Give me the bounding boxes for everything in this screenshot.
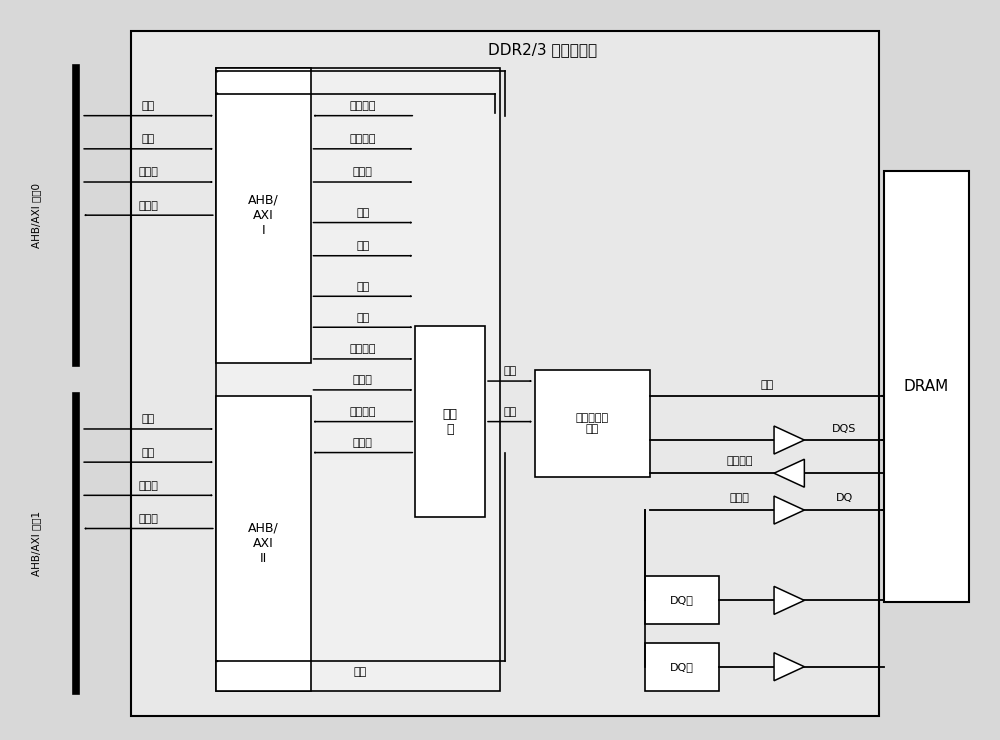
Text: DQ偶: DQ偶 <box>670 596 694 605</box>
Text: 读数据: 读数据 <box>139 481 158 491</box>
Text: 地址: 地址 <box>356 313 370 323</box>
Text: 写数据: 写数据 <box>139 514 158 524</box>
Text: 数据忽略: 数据忽略 <box>350 134 376 144</box>
Polygon shape <box>774 653 804 681</box>
Text: 地址: 地址 <box>503 407 517 417</box>
Text: 核心存储控
制器: 核心存储控 制器 <box>576 413 609 434</box>
Text: 地址: 地址 <box>142 448 155 457</box>
Bar <box>645 576 719 625</box>
Text: 地址: 地址 <box>142 134 155 144</box>
Text: 读数据: 读数据 <box>139 201 158 211</box>
Text: AHB/AXI 总线1: AHB/AXI 总线1 <box>31 511 41 576</box>
Text: AHB/
AXI
I: AHB/ AXI I <box>248 194 279 237</box>
Text: 地址: 地址 <box>356 241 370 251</box>
Text: 写数据: 写数据 <box>729 494 749 503</box>
Text: 命令: 命令 <box>356 282 370 292</box>
Text: 命令: 命令 <box>760 380 773 390</box>
Text: DQ: DQ <box>835 494 853 503</box>
Text: 读数据: 读数据 <box>353 438 373 448</box>
Bar <box>216 68 311 363</box>
Text: 地址: 地址 <box>354 667 367 677</box>
Bar <box>535 370 650 477</box>
Text: 命令: 命令 <box>142 101 155 111</box>
Text: 命令: 命令 <box>503 366 517 377</box>
Polygon shape <box>774 426 804 454</box>
Polygon shape <box>774 496 804 524</box>
Text: 写数据: 写数据 <box>353 375 373 386</box>
Bar <box>216 68 500 690</box>
Text: 数据选通: 数据选通 <box>350 101 376 111</box>
Text: DRAM: DRAM <box>904 379 949 394</box>
Text: AHB/
AXI
II: AHB/ AXI II <box>248 522 279 565</box>
Text: 仲裁
器: 仲裁 器 <box>443 408 458 436</box>
Bar <box>131 31 879 716</box>
Text: DQ奇: DQ奇 <box>670 662 694 672</box>
Text: 数据选通: 数据选通 <box>726 457 753 466</box>
Bar <box>645 643 719 690</box>
Text: DDR2/3 存储控制器: DDR2/3 存储控制器 <box>488 41 597 57</box>
Polygon shape <box>774 460 804 487</box>
Text: 写数据: 写数据 <box>353 167 373 178</box>
Text: 数据忽略: 数据忽略 <box>350 344 376 354</box>
Bar <box>884 171 969 602</box>
Text: AHB/AXI 总线0: AHB/AXI 总线0 <box>31 183 41 248</box>
Text: DQS: DQS <box>832 424 856 434</box>
Polygon shape <box>774 586 804 614</box>
Text: 数据选通: 数据选通 <box>350 407 376 417</box>
Text: 写数据: 写数据 <box>139 167 158 178</box>
Text: 命令: 命令 <box>142 414 155 425</box>
Text: 命令: 命令 <box>356 208 370 218</box>
Bar <box>415 326 485 517</box>
Bar <box>216 396 311 690</box>
